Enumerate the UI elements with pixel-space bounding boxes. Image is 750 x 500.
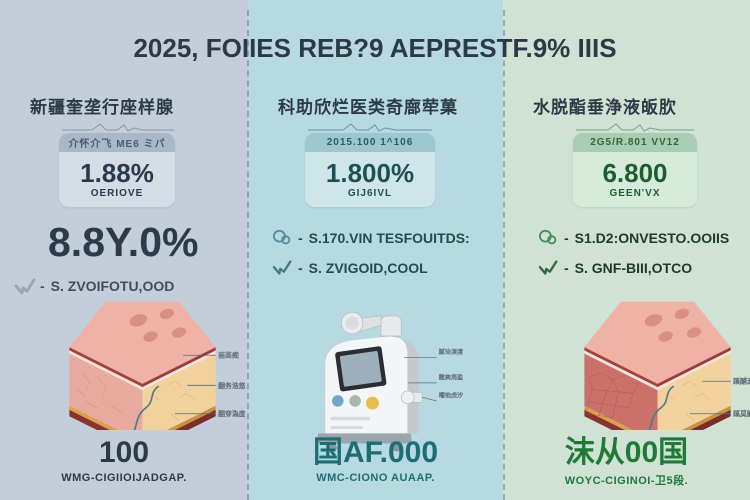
svg-text:翻务浩悠: 翻务浩悠 (218, 381, 245, 390)
svg-text:雝爽周盈: 雝爽周盈 (439, 373, 463, 381)
svg-text:腻珆渜渡: 腻珆渜渡 (438, 348, 464, 356)
svg-text:翻穿溈度: 翻穿溈度 (218, 409, 245, 418)
svg-text:曤彵虎汐: 曤彵虎汐 (439, 391, 463, 399)
svg-text:蹊莫觚镁: 蹊莫觚镁 (733, 409, 750, 418)
svg-text:丽高痴: 丽高痴 (218, 351, 239, 360)
svg-text:蹊酺溏: 蹊酺溏 (733, 377, 750, 386)
